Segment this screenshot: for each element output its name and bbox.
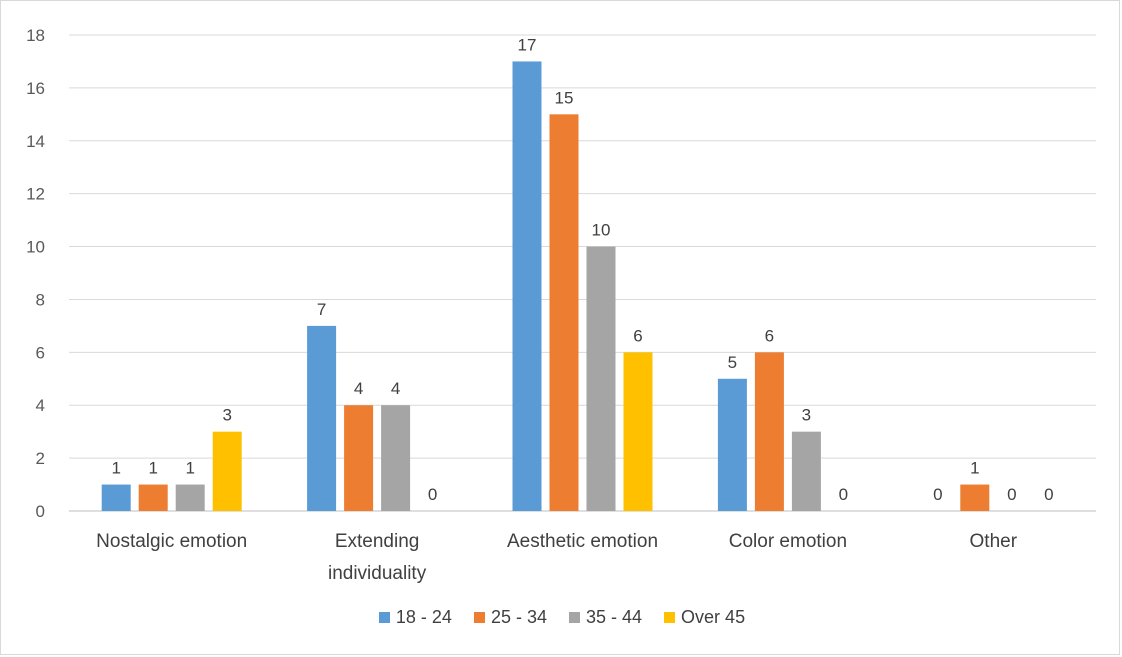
y-tick-label: 0 xyxy=(36,502,45,521)
data-label: 0 xyxy=(1007,485,1016,504)
legend-swatch xyxy=(569,612,580,623)
bar xyxy=(586,246,616,512)
legend-item: 25 - 34 xyxy=(473,607,547,628)
bar xyxy=(717,378,747,511)
data-label: 6 xyxy=(633,326,642,345)
data-label: 3 xyxy=(222,406,231,425)
bar xyxy=(754,352,784,511)
data-label: 0 xyxy=(1044,485,1053,504)
y-tick-label: 18 xyxy=(26,26,45,45)
legend-swatch xyxy=(664,612,676,623)
data-label: 15 xyxy=(555,88,574,107)
legend-item: 35 - 44 xyxy=(569,607,642,628)
data-label: 1 xyxy=(111,459,120,478)
data-label: 0 xyxy=(839,485,848,504)
data-label: 10 xyxy=(592,221,611,240)
legend-swatch xyxy=(378,612,390,623)
x-category-label: Extending xyxy=(335,531,420,552)
data-label: 17 xyxy=(518,35,537,54)
y-tick-label: 16 xyxy=(26,79,45,98)
x-category-label: Color emotion xyxy=(729,531,847,552)
y-tick-label: 8 xyxy=(36,290,45,309)
legend-swatch xyxy=(473,612,485,623)
y-tick-label: 14 xyxy=(26,132,45,151)
bar xyxy=(175,484,205,511)
data-label: 7 xyxy=(317,300,326,319)
bar xyxy=(101,484,131,511)
bar xyxy=(549,114,579,511)
x-category-label: Aesthetic emotion xyxy=(507,531,658,552)
data-label: 0 xyxy=(933,485,942,504)
data-label: 4 xyxy=(391,379,400,398)
bar xyxy=(381,405,411,511)
x-category-label: Nostalgic emotion xyxy=(96,531,247,552)
bar xyxy=(791,431,821,511)
legend-label: 18 - 24 xyxy=(395,607,452,627)
legend-label: Over 45 xyxy=(681,607,746,627)
data-label: 1 xyxy=(970,459,979,478)
x-category-label: individuality xyxy=(328,563,427,584)
legend-item: Over 45 xyxy=(664,607,745,628)
legend-label: 35 - 44 xyxy=(586,607,643,627)
bar xyxy=(138,484,168,511)
data-label: 3 xyxy=(802,406,811,425)
y-tick-label: 2 xyxy=(36,449,45,468)
bar xyxy=(512,61,542,511)
data-label: 5 xyxy=(728,353,737,372)
data-label: 0 xyxy=(428,485,437,504)
y-tick-label: 12 xyxy=(26,185,45,204)
bar xyxy=(344,405,374,511)
legend-item: 18 - 24 xyxy=(378,607,452,628)
x-category-label: Other xyxy=(970,531,1018,552)
data-label: 4 xyxy=(354,379,363,398)
y-tick-label: 4 xyxy=(36,396,45,415)
bar xyxy=(212,431,242,511)
bar xyxy=(960,484,990,511)
bar xyxy=(623,352,653,511)
y-tick-label: 6 xyxy=(36,343,45,362)
data-label: 6 xyxy=(765,326,774,345)
legend-label: 25 - 34 xyxy=(490,607,547,627)
data-label: 1 xyxy=(148,459,157,478)
data-label: 1 xyxy=(185,459,194,478)
chart-legend: 18 - 24 25 - 34 35 - 44 Over 45 xyxy=(1,607,1122,628)
y-tick-label: 10 xyxy=(26,238,45,257)
bar xyxy=(307,325,337,511)
